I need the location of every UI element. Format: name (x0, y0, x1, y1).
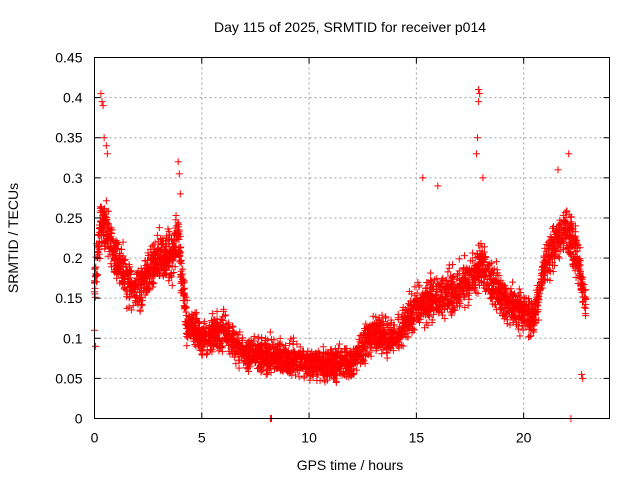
data-point (434, 182, 442, 190)
y-tick-label: 0.2 (63, 250, 83, 266)
y-tick-label: 0.35 (55, 130, 82, 146)
data-point (509, 278, 517, 286)
data-point (176, 190, 184, 198)
data-point (174, 158, 182, 166)
data-point (100, 134, 108, 142)
data-point (520, 294, 528, 302)
data-point (507, 285, 515, 293)
data-point (102, 197, 110, 205)
data-point (455, 255, 463, 263)
data-point (411, 283, 419, 291)
data-point (117, 245, 125, 253)
data-point (549, 224, 557, 232)
data-point (422, 284, 430, 292)
x-tick-labels: 0 5 10 15 20 (91, 430, 532, 446)
data-point (153, 231, 161, 239)
y-tick-label: 0.4 (63, 90, 83, 106)
x-tick-label: 10 (301, 430, 317, 446)
data-point (198, 350, 206, 358)
data-point (475, 98, 483, 106)
y-tick-label: 0.15 (55, 290, 82, 306)
y-tick-label: 0.05 (55, 370, 82, 386)
data-point (414, 278, 422, 286)
y-tick-labels: 0 0.05 0.1 0.15 0.2 0.25 0.3 0.35 0.4 0.45 (55, 50, 82, 427)
data-point (441, 315, 449, 323)
chart-title: Day 115 of 2025, SRMTID for receiver p01… (214, 19, 486, 35)
x-tick-label: 20 (516, 430, 532, 446)
data-point (235, 364, 243, 372)
data-point (515, 285, 523, 293)
data-point (582, 304, 590, 312)
data-point (335, 340, 343, 348)
data-point (516, 332, 524, 340)
y-tick-label: 0 (75, 411, 83, 427)
data-point (472, 150, 480, 158)
data-point (427, 269, 435, 277)
data-point (295, 373, 303, 381)
data-point (529, 327, 537, 335)
data-point (155, 224, 163, 232)
data-point (565, 150, 573, 158)
data-point (266, 328, 274, 336)
data-point (560, 218, 568, 226)
data-point (492, 258, 500, 266)
x-axis-label: GPS time / hours (297, 457, 404, 473)
data-point (476, 90, 484, 98)
data-point (99, 102, 107, 110)
data-point (103, 150, 111, 158)
y-axis-label: SRMTID / TECUs (5, 183, 21, 293)
data-point (313, 376, 321, 384)
x-tick-label: 15 (409, 430, 425, 446)
data-point (378, 350, 386, 358)
data-point (526, 333, 534, 341)
data-point (92, 342, 100, 350)
y-tick-label: 0.45 (55, 50, 82, 66)
y-tick-label: 0.1 (63, 330, 83, 346)
data-point (181, 303, 189, 311)
data-point (98, 98, 106, 106)
data-point (554, 166, 562, 174)
y-tick-label: 0.25 (55, 210, 82, 226)
x-tick-label: 5 (198, 430, 206, 446)
data-point (460, 252, 468, 260)
data-point (168, 281, 176, 289)
data-point (479, 174, 487, 182)
data-point (578, 370, 586, 378)
data-point (97, 90, 105, 98)
data-point (416, 319, 424, 327)
data-point (102, 142, 110, 150)
x-tick-label: 0 (91, 430, 99, 446)
data-point (475, 86, 483, 94)
data-point (183, 342, 191, 350)
data-point (474, 134, 482, 142)
data-point (175, 170, 183, 178)
data-point (353, 366, 361, 374)
data-point (445, 261, 453, 269)
y-tick-label: 0.3 (63, 170, 83, 186)
data-point (579, 374, 587, 382)
data-point (419, 174, 427, 182)
data-point (136, 307, 144, 315)
data-point (580, 303, 588, 311)
data-points (91, 86, 590, 422)
